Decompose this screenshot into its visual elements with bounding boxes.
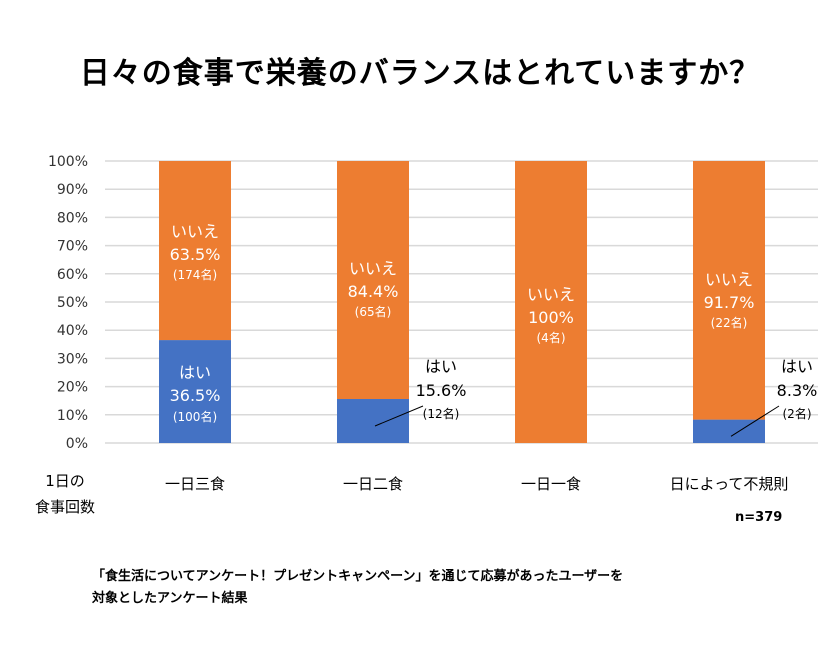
data-label-series-name: いいえ: [349, 259, 397, 278]
y-tick-label: 40%: [57, 323, 88, 339]
y-tick-label: 0%: [66, 436, 88, 452]
bar-segment-yes: [337, 399, 409, 443]
x-category-label: 一日三食: [165, 475, 225, 493]
data-label-count: (100名): [173, 409, 217, 424]
data-label-count: (65名): [355, 304, 392, 319]
data-label-percent: 8.3%: [777, 381, 818, 400]
data-label-percent: 84.4%: [348, 282, 399, 301]
x-category-label: 一日一食: [521, 475, 581, 493]
y-tick-label: 20%: [57, 380, 88, 396]
bars: [159, 161, 765, 443]
chart-title: 日々の食事で栄養のバランスはとれていますか？: [79, 56, 761, 91]
data-label-percent: 36.5%: [170, 386, 221, 405]
data-label-percent: 91.7%: [704, 293, 755, 312]
footnote-line-1: 「食生活についてアンケート！プレゼントキャンペーン」を通じて応募があったユーザー…: [92, 569, 624, 584]
data-label-series-name: はい: [781, 357, 813, 376]
y-tick-label: 50%: [57, 295, 88, 311]
y-axis-ticks: 0% 10% 20% 30% 40% 50% 60% 70% 80% 90% 100%: [48, 154, 88, 452]
y-tick-label: 100%: [48, 154, 88, 170]
footnote: 「食生活についてアンケート！プレゼントキャンペーン」を通じて応募があったユーザー…: [92, 566, 812, 610]
data-label-series-name: はい: [179, 363, 211, 382]
y-tick-label: 80%: [57, 210, 88, 226]
y-tick-label: 90%: [57, 182, 88, 198]
bar-segment-no: [515, 161, 587, 443]
y-tick-label: 70%: [57, 239, 88, 255]
data-label-count: (12名): [423, 406, 460, 421]
data-label-count: (174名): [173, 267, 217, 282]
y-tick-label: 60%: [57, 267, 88, 283]
data-label-series-name: いいえ: [705, 270, 753, 289]
data-label-percent: 15.6%: [416, 381, 467, 400]
x-axis-title-line-1: 1日の: [45, 472, 85, 490]
footnote-line-2: 対象としたアンケート結果: [92, 591, 248, 606]
x-axis-categories: 一日三食 一日二食 一日一食 日によって不規則: [165, 475, 788, 493]
y-tick-label: 30%: [57, 351, 88, 367]
bar-segment-no: [159, 161, 231, 341]
bar-segment-yes: [159, 340, 231, 443]
data-label-series-name: いいえ: [171, 222, 219, 241]
sample-size-label: n=379: [735, 510, 783, 525]
bar-segment-no: [693, 161, 765, 420]
data-label-percent: 100%: [528, 308, 574, 327]
bar-segment-yes: [693, 419, 765, 443]
data-label-count: (2名): [783, 406, 812, 421]
data-label-percent: 63.5%: [170, 245, 221, 264]
x-category-label: 日によって不規則: [670, 475, 789, 493]
data-labels: いいえ 63.5% (174名) はい 36.5% (100名) いいえ 84.4% (65名)…: [170, 222, 818, 437]
data-label-count: (4名): [537, 330, 566, 345]
x-axis-title-line-2: 食事回数: [34, 498, 95, 516]
leader-line: [374, 405, 424, 427]
data-label-series-name: いいえ: [527, 285, 575, 304]
y-tick-label: 10%: [57, 408, 88, 424]
x-category-label: 一日二食: [343, 475, 403, 493]
leader-line: [730, 405, 780, 437]
bar-segment-no: [337, 161, 409, 400]
data-label-count: (22名): [711, 315, 748, 330]
data-label-series-name: はい: [425, 357, 457, 376]
x-axis-title: 1日の 食事回数: [30, 468, 100, 520]
